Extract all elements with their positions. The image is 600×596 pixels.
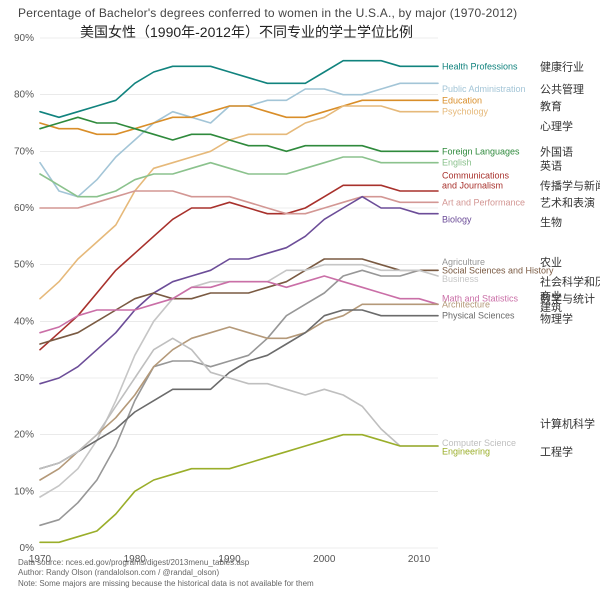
ytick-label: 30%: [14, 373, 34, 384]
series-label-en: Communications: [442, 171, 510, 181]
series-label-zh: 英语: [540, 159, 562, 173]
xtick-label: 2000: [313, 554, 336, 565]
series-label-en: and Journalism: [442, 181, 503, 191]
footer-line: Data source: nces.ed.gov/programs/digest…: [18, 558, 314, 569]
series-label-zh: 社会科学和历史: [540, 275, 600, 289]
ytick-label: 80%: [14, 90, 34, 101]
series-label-zh: 公共管理: [540, 82, 584, 96]
chart-footer: Data source: nces.ed.gov/programs/digest…: [18, 558, 314, 590]
series-label-zh: 健康行业: [540, 59, 584, 73]
series-label-zh: 物理学: [540, 312, 573, 326]
series-label-en: Biology: [442, 214, 472, 224]
series-line: [40, 191, 438, 214]
footer-line: Note: Some majors are missing because th…: [18, 579, 314, 590]
ytick-label: 10%: [14, 486, 34, 497]
series-label-en: Psychology: [442, 107, 489, 117]
line-chart: 0%10%20%30%40%50%60%70%80%90%19701980199…: [0, 0, 600, 596]
series-line: [40, 435, 438, 543]
series-label-en: Foreign Languages: [442, 146, 520, 156]
series-label-zh: 建筑: [540, 300, 562, 314]
ytick-label: 60%: [14, 203, 34, 214]
ytick-label: 90%: [14, 33, 34, 44]
series-label-en: Architecture: [442, 299, 490, 309]
ytick-label: 0%: [20, 543, 35, 554]
series-label-zh: 教育: [540, 99, 562, 113]
series-label-en: Physical Sciences: [442, 311, 515, 321]
series-label-zh: 传播学与新闻学: [540, 178, 600, 192]
series-label-zh: 计算机科学: [540, 416, 595, 430]
ytick-label: 40%: [14, 316, 34, 327]
series-label-en: Education: [442, 95, 482, 105]
series-line: [40, 185, 438, 349]
series-line: [40, 304, 438, 480]
series-label-en: Business: [442, 274, 479, 284]
series-label-en: Art and Performance: [442, 197, 525, 207]
series-line: [40, 259, 438, 344]
series-line: [40, 270, 438, 525]
series-label-en: Engineering: [442, 447, 490, 457]
ytick-label: 20%: [14, 430, 34, 441]
series-label-zh: 艺术和表演: [540, 195, 595, 209]
series-label-en: Health Professions: [442, 61, 518, 71]
series-label-zh: 生物: [540, 215, 562, 229]
footer-line: Author: Randy Olson (randalolson.com / @…: [18, 568, 314, 579]
ytick-label: 70%: [14, 146, 34, 157]
series-label-en: English: [442, 158, 472, 168]
series-line: [40, 61, 438, 118]
ytick-label: 50%: [14, 260, 34, 271]
series-line: [40, 310, 438, 469]
series-label-zh: 工程学: [540, 445, 573, 459]
xtick-label: 2010: [408, 554, 431, 565]
series-label-en: Public Administration: [442, 84, 526, 94]
series-label-zh: 外国语: [540, 145, 573, 158]
series-label-zh: 心理学: [540, 119, 573, 133]
